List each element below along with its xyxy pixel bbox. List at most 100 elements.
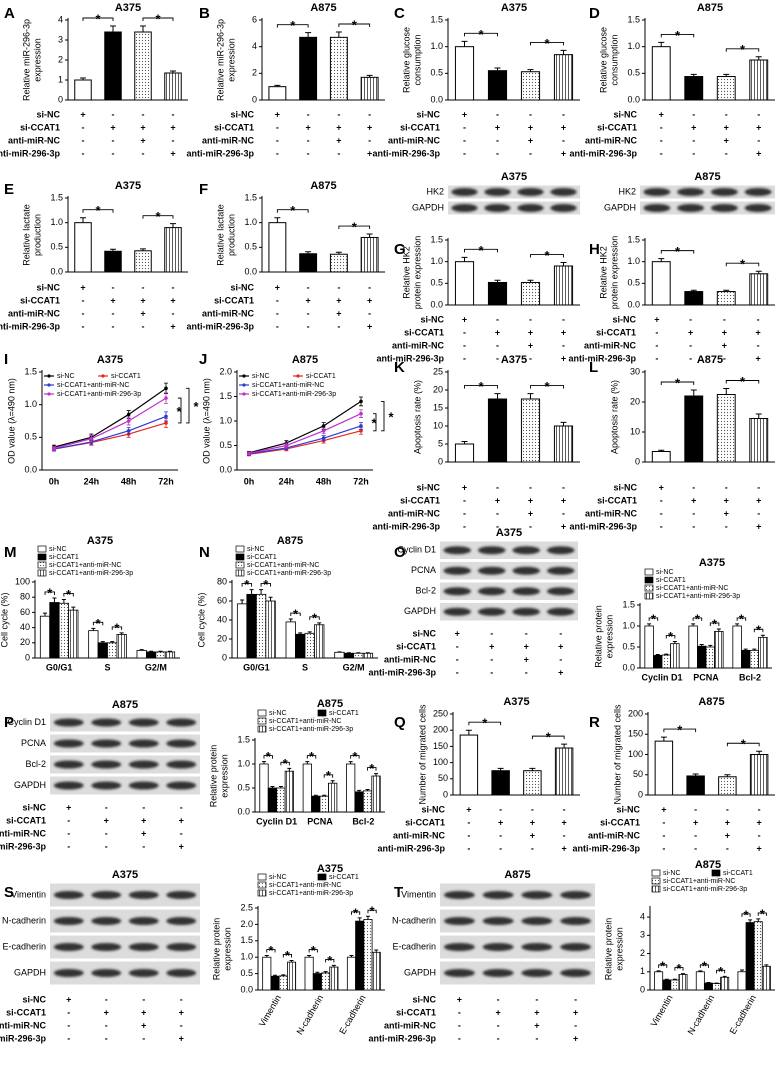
chart-title: A375 [87,535,113,547]
blot-band [744,188,772,196]
y-tick-label: 2 [640,948,645,958]
condition-sign: - [496,353,499,363]
y-tick-label: 3 [58,34,63,44]
blot-strip [50,755,200,774]
y-tick-label: 100 [628,749,643,759]
bar [104,31,122,101]
condition-sign: - [660,508,663,518]
bar [353,652,364,659]
condition-label: anti-miR-296-3p [568,353,636,363]
legend-label: si-CCAT1+anti-miR-296-3p [57,391,141,398]
blot-label: HK2 [618,186,636,196]
significance-bracket [530,385,564,389]
error-bar [91,627,96,631]
condition-sign: - [105,1033,108,1043]
condition-sign: - [529,521,532,531]
condition-sign: + [275,282,280,292]
significance-label: * [312,610,318,625]
condition-label: si-CCAT1 [20,295,60,305]
condition-label: anti-miR-296-3p [186,148,254,158]
blot-band [710,188,738,196]
condition-sign: - [368,109,371,119]
bar [49,602,60,659]
y-tick-label: 0 [222,652,227,662]
condition-sign: + [336,295,341,305]
bar [703,982,713,991]
condition-label: si-CCAT1 [20,122,60,132]
blot-label: Vimentin [11,889,46,899]
condition-sign: - [463,521,466,531]
condition-sign: + [367,321,372,331]
condition-label: si-NC [416,109,440,119]
x-tick-label: Bcl-2 [352,816,374,826]
condition-sign: + [724,495,729,505]
y-axis-label: protein expression [609,236,619,310]
condition-sign: - [490,628,493,638]
legend-swatch [37,553,47,561]
y-tick-label: 1.0 [50,217,63,227]
chart-title: A875 [292,354,318,366]
error-bar [278,786,283,788]
condition-sign: - [172,109,175,119]
error-bar [335,31,342,38]
y-tick-label: 0.0 [219,464,232,474]
condition-sign: - [525,628,528,638]
blot-label: HK2 [426,186,444,196]
y-tick-label: 20 [217,633,227,643]
error-bar [561,743,568,749]
condition-label: si-CCAT1 [404,327,444,337]
y-tick-label: 150 [433,741,448,751]
bar [684,291,704,306]
legend-swatch [257,889,267,897]
significance-bracket [725,262,760,267]
error-bar [119,632,124,635]
x-tick-label: 24h [84,476,100,486]
condition-sign: - [463,340,466,350]
condition-label: anti-miR-NC [0,1020,46,1030]
error-bar [716,628,721,632]
condition-sign: - [531,843,534,853]
blot-band [91,891,122,899]
blot-band [91,739,122,748]
condition-label: anti-miR-NC [8,308,60,318]
y-tick-label: 1.0 [627,256,640,266]
blot-strip [50,961,200,985]
condition-label: si-CCAT1 [6,815,46,825]
significance-label: * [651,611,657,626]
condition-label: anti-miR-NC [202,135,254,145]
condition-sign: - [692,135,695,145]
condition-label: anti-miR-NC [384,654,436,664]
blot-band [443,587,472,596]
condition-label: si-CCAT1 [400,495,440,505]
condition-sign: + [141,828,146,838]
blot-band [560,969,592,977]
y-tick-label: 150 [628,729,643,739]
error-bar [365,915,370,920]
blot-strip [50,734,200,753]
legend-label: si-NC [663,870,681,877]
bar [268,86,287,101]
blot-band [166,969,197,977]
error-bar [270,786,275,788]
blot-label: Cyclin D1 [7,717,46,727]
chart-title: A375 [115,2,141,14]
condition-sign: - [172,308,175,318]
y-tick-label: 60 [20,607,30,617]
blot-band [53,943,84,951]
condition-label: anti-miR-NC [393,830,445,840]
condition-sign: + [179,1007,184,1017]
significance-label: * [263,577,269,592]
x-tick-label: Cyclin D1 [641,672,682,682]
y-tick-label: 0.5 [430,68,443,78]
condition-sign: - [490,667,493,677]
error-bar [357,789,362,792]
blot-title: A875 [504,869,530,881]
y-tick-label: 1.0 [219,415,232,425]
condition-sign: - [655,353,658,363]
condition-sign: - [142,321,145,331]
condition-sign: + [66,994,71,1004]
error-bar [110,248,116,252]
condition-sign: - [105,828,108,838]
blot-band [443,566,472,575]
